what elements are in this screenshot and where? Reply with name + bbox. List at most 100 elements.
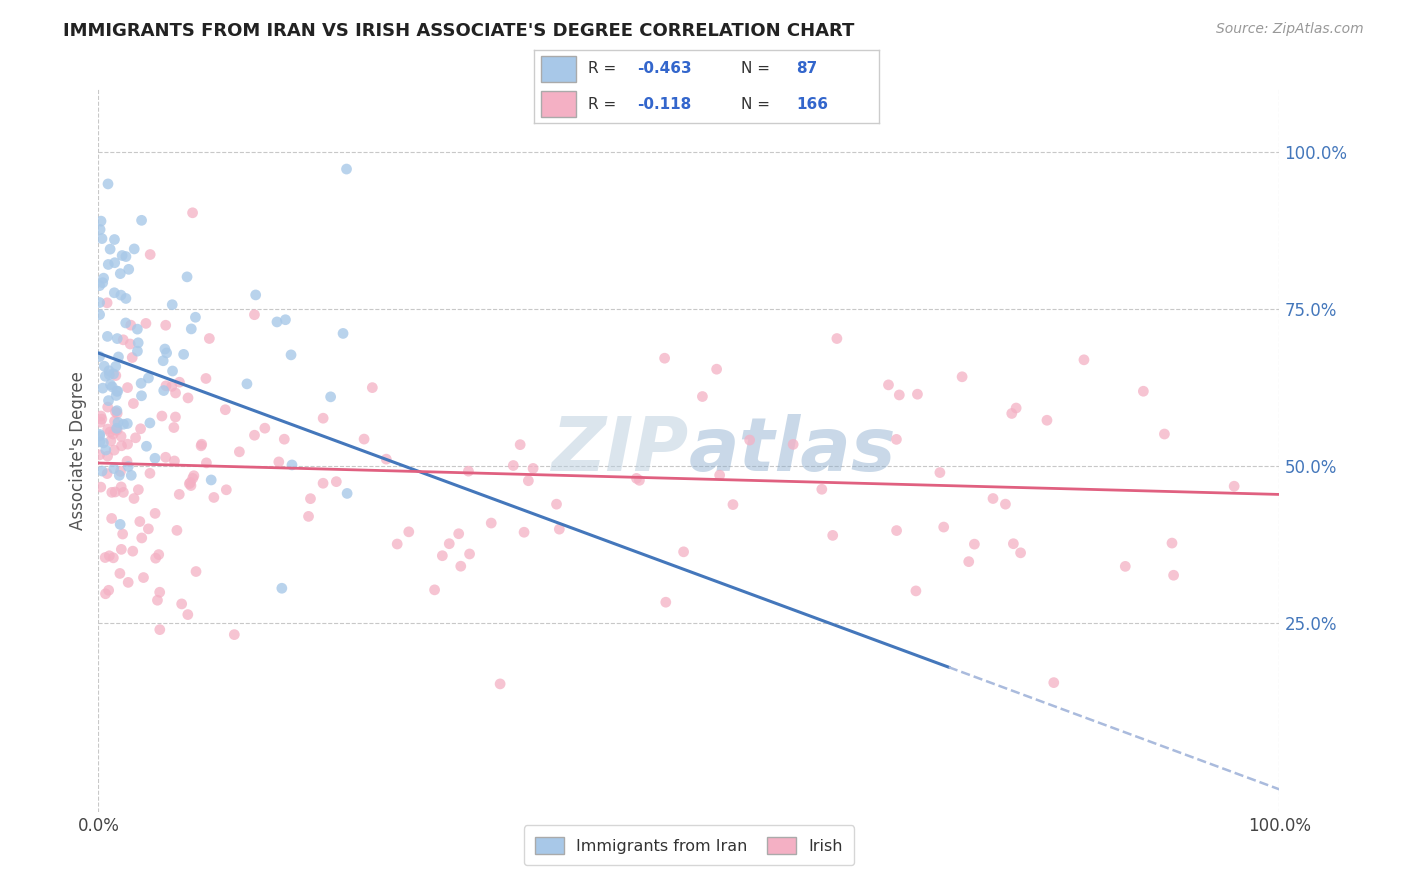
- Point: [103, 443, 125, 458]
- Point: [181, 206, 204, 220]
- Point: [138, 522, 160, 536]
- Point: [214, 402, 236, 417]
- Point: [160, 379, 183, 393]
- Point: [96, 329, 118, 343]
- Point: [93, 359, 115, 374]
- FancyBboxPatch shape: [541, 56, 575, 82]
- Point: [245, 288, 267, 302]
- Point: [170, 597, 193, 611]
- Point: [127, 335, 149, 350]
- Point: [94, 442, 117, 457]
- Point: [93, 435, 115, 450]
- Point: [122, 491, 145, 506]
- Point: [721, 498, 744, 512]
- Point: [1010, 546, 1032, 560]
- Point: [105, 406, 128, 420]
- Point: [177, 391, 200, 405]
- Point: [150, 409, 173, 423]
- Point: [928, 466, 950, 480]
- Point: [509, 437, 531, 451]
- Point: [98, 549, 121, 563]
- Point: [1223, 479, 1246, 493]
- Point: [156, 346, 179, 360]
- Point: [215, 483, 238, 497]
- Point: [145, 551, 167, 566]
- Point: [706, 362, 728, 376]
- Point: [281, 458, 304, 472]
- Point: [489, 677, 512, 691]
- Point: [198, 331, 221, 345]
- Point: [104, 485, 127, 500]
- Point: [138, 371, 160, 385]
- Point: [299, 491, 322, 506]
- Point: [165, 409, 187, 424]
- Point: [110, 439, 132, 453]
- Point: [319, 390, 342, 404]
- Point: [253, 421, 276, 435]
- Point: [502, 458, 524, 473]
- Point: [180, 478, 202, 492]
- Point: [117, 381, 139, 395]
- Point: [628, 473, 651, 487]
- Text: N =: N =: [741, 96, 775, 112]
- Text: R =: R =: [588, 96, 621, 112]
- Text: -0.118: -0.118: [638, 96, 692, 112]
- Point: [120, 337, 142, 351]
- Point: [96, 295, 118, 310]
- Point: [89, 222, 111, 236]
- Point: [97, 177, 120, 191]
- Point: [148, 548, 170, 562]
- Point: [152, 353, 174, 368]
- Point: [97, 583, 120, 598]
- Point: [97, 257, 120, 271]
- Point: [183, 468, 205, 483]
- Point: [179, 475, 201, 490]
- Point: [90, 409, 112, 423]
- Point: [103, 414, 125, 428]
- Point: [167, 487, 190, 501]
- Point: [108, 517, 131, 532]
- Point: [654, 351, 676, 366]
- Point: [981, 491, 1004, 506]
- Point: [89, 308, 111, 322]
- Point: [169, 375, 191, 389]
- Point: [163, 420, 186, 434]
- Point: [1163, 568, 1185, 582]
- Point: [811, 483, 834, 497]
- Point: [336, 486, 359, 500]
- Point: [877, 377, 900, 392]
- Point: [104, 368, 127, 383]
- Point: [94, 369, 117, 384]
- Point: [1114, 559, 1136, 574]
- Point: [103, 367, 125, 381]
- Text: 166: 166: [796, 96, 828, 112]
- Point: [162, 364, 184, 378]
- Point: [90, 214, 112, 228]
- Point: [332, 326, 354, 341]
- Point: [190, 439, 212, 453]
- Point: [548, 522, 571, 536]
- Point: [97, 364, 120, 378]
- Y-axis label: Associate's Degree: Associate's Degree: [69, 371, 87, 530]
- Point: [135, 439, 157, 453]
- Point: [132, 570, 155, 584]
- Point: [447, 526, 470, 541]
- Point: [111, 527, 134, 541]
- Point: [994, 497, 1017, 511]
- Point: [149, 585, 172, 599]
- Point: [1001, 407, 1024, 421]
- Point: [155, 450, 177, 465]
- Point: [152, 384, 174, 398]
- Point: [103, 233, 125, 247]
- Point: [139, 467, 162, 481]
- Point: [228, 445, 250, 459]
- Point: [129, 376, 152, 391]
- Point: [626, 471, 648, 485]
- Point: [117, 459, 139, 474]
- Point: [904, 583, 927, 598]
- Point: [963, 537, 986, 551]
- Point: [114, 316, 136, 330]
- Point: [129, 422, 152, 436]
- Point: [139, 416, 162, 430]
- Point: [458, 547, 481, 561]
